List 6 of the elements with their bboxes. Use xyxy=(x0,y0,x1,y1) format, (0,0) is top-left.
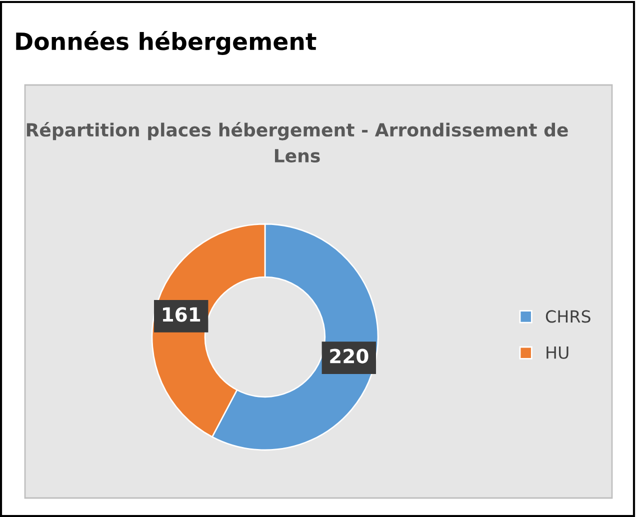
legend-label: CHRS xyxy=(546,310,590,323)
data-label: 220 xyxy=(330,348,368,364)
legend-label: HU xyxy=(546,346,568,359)
chart-title: Données hébergement xyxy=(16,31,316,55)
chart-subtitle: Répartition places hébergement - Arrondissement de Lens xyxy=(26,122,568,163)
data-label: 161 xyxy=(163,307,200,322)
